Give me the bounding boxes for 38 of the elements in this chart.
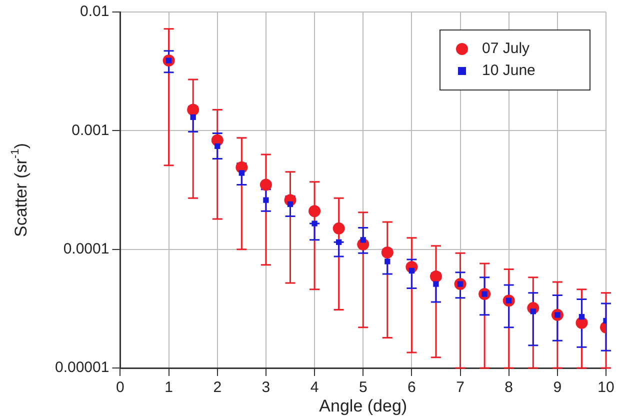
point — [578, 314, 585, 320]
x-tick-label: 9 — [553, 379, 562, 396]
y-tick-label: 0.0001 — [63, 240, 110, 258]
point — [238, 170, 244, 176]
point — [433, 281, 439, 287]
point — [430, 270, 442, 283]
y-axis-title: Scatter (sr-1) — [9, 143, 31, 237]
x-tick-label: 5 — [358, 379, 368, 396]
point — [263, 197, 269, 203]
y-tick-label: 0.00001 — [54, 359, 110, 376]
x-tick-label: 8 — [504, 379, 514, 396]
point — [214, 143, 220, 150]
x-axis-title: Angle (deg) — [319, 396, 408, 416]
point — [384, 258, 390, 264]
x-tick-label: 1 — [164, 379, 173, 396]
x-tick-label: 2 — [213, 379, 222, 396]
y-tick-label: 0.01 — [80, 3, 110, 20]
point — [308, 205, 321, 218]
point — [260, 178, 272, 191]
y-tick-label: 0.001 — [72, 122, 110, 139]
x-tick-label: 0 — [116, 379, 124, 396]
point — [408, 268, 415, 274]
point — [332, 222, 345, 234]
point — [530, 308, 536, 314]
point — [187, 104, 200, 116]
point — [360, 237, 366, 243]
legend-label: 10 June — [482, 62, 536, 80]
x-tick-label: 6 — [408, 379, 416, 396]
x-tick-label: 3 — [262, 379, 270, 396]
point — [312, 220, 318, 226]
x-tick-label: 10 — [598, 379, 614, 396]
point — [190, 114, 196, 120]
legend-label: 07 July — [482, 40, 530, 58]
point — [287, 201, 294, 208]
point — [381, 246, 394, 259]
x-tick-label: 7 — [456, 379, 464, 396]
x-tick-label: 4 — [310, 379, 319, 396]
point — [336, 239, 342, 245]
